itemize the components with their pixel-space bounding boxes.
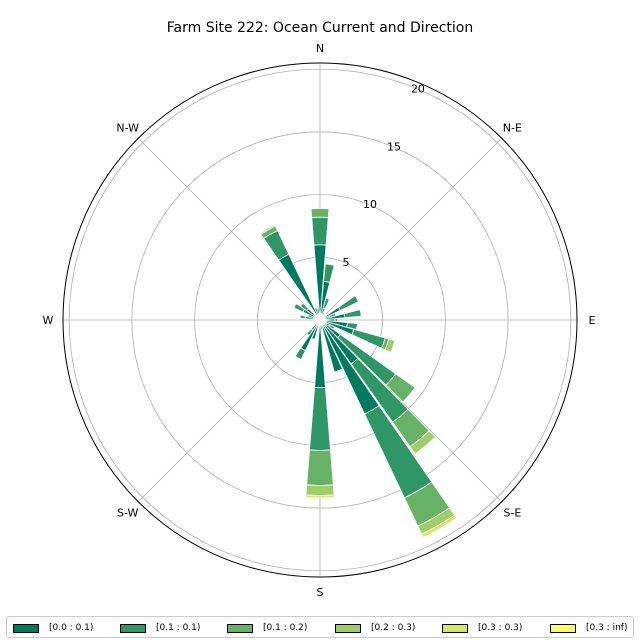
direction-label-n-w: N-W	[116, 122, 139, 135]
grid-spoke	[319, 137, 503, 321]
bar-210-bin-1	[294, 347, 307, 361]
polar-frame	[62, 62, 578, 578]
bar-220-bin-1	[306, 328, 314, 336]
bar-310-bin-1	[300, 302, 309, 312]
legend-item: [0.1 : 0.2)	[227, 622, 307, 634]
bar-160-bin-0	[319, 319, 343, 373]
legend-item: [0.3 : 0.3)	[442, 622, 522, 634]
axis-labels: 5 10 15 20 N N-E E S-E S S-W W N-W	[43, 42, 596, 599]
bar-330-bin-3	[259, 224, 276, 235]
bar-0-bin-2	[310, 208, 330, 218]
radial-tick-label: 15	[387, 140, 401, 153]
direction-label-n: N	[316, 42, 324, 55]
legend: [0.0 : 0.1) [0.1 : 0.1) [0.1 : 0.2) [0.2 : …	[6, 616, 634, 638]
bar-280-bin-1	[299, 314, 306, 320]
bar-20-bin-1	[322, 297, 330, 310]
legend-swatch	[442, 623, 468, 633]
bar-100-bin-1	[346, 322, 358, 330]
bar-350-bin-0	[316, 308, 321, 321]
radial-tick-label: 20	[411, 82, 425, 95]
bar-140-bin-3	[409, 430, 436, 455]
bar-80-bin-1	[343, 309, 362, 319]
legend-swatch	[550, 623, 576, 633]
legend-label: [0.2 : 0.3)	[371, 623, 416, 633]
legend-swatch	[335, 623, 361, 633]
chart-title: Farm Site 222: Ocean Current and Directi…	[167, 20, 473, 36]
direction-label-s-w: S-W	[117, 506, 139, 519]
bar-180-bin-1	[309, 387, 331, 451]
direction-label-n-e: N-E	[503, 122, 522, 135]
bar-300-bin-1	[293, 303, 306, 313]
bar-150-bin-4	[421, 514, 458, 538]
legend-swatch	[120, 623, 146, 633]
legend-label: [0.3 : 0.3)	[478, 623, 523, 633]
bar-10-bin-1	[323, 263, 335, 283]
bar-180-bin-4	[305, 494, 335, 499]
bar-180-bin-3	[305, 484, 335, 496]
direction-label-s: S	[317, 586, 324, 599]
legend-swatch	[13, 623, 39, 633]
bar-110-bin-3	[384, 338, 396, 353]
legend-swatch	[227, 623, 253, 633]
direction-label-e: E	[589, 314, 596, 327]
legend-item: [0.3 : inf)	[550, 622, 627, 634]
radial-tick-label: 5	[342, 256, 349, 269]
legend-label: [0.1 : 0.1)	[156, 623, 201, 633]
legend-label: [0.0 : 0.1)	[49, 623, 94, 633]
bars	[259, 208, 458, 538]
legend-label: [0.3 : inf)	[586, 623, 628, 633]
legend-item: [0.2 : 0.3)	[335, 622, 415, 634]
bar-0-bin-1	[311, 216, 329, 246]
legend-label: [0.1 : 0.2)	[263, 623, 308, 633]
bar-110-bin-1	[351, 328, 386, 349]
bar-60-bin-1	[338, 295, 360, 311]
grid-spoke	[137, 319, 321, 503]
bar-30-bin-1	[321, 311, 326, 317]
radial-tick-label: 10	[363, 198, 377, 211]
legend-item: [0.0 : 0.1)	[13, 622, 93, 634]
bar-180-bin-2	[306, 449, 334, 486]
bar-130-bin-2	[385, 373, 416, 403]
direction-label-s-e: S-E	[503, 506, 521, 519]
bar-340-bin-0	[314, 307, 321, 321]
grid-spoke	[137, 137, 321, 321]
direction-label-w: W	[43, 314, 54, 327]
legend-item: [0.1 : 0.1)	[120, 622, 200, 634]
bar-90-bin-1	[334, 318, 338, 322]
